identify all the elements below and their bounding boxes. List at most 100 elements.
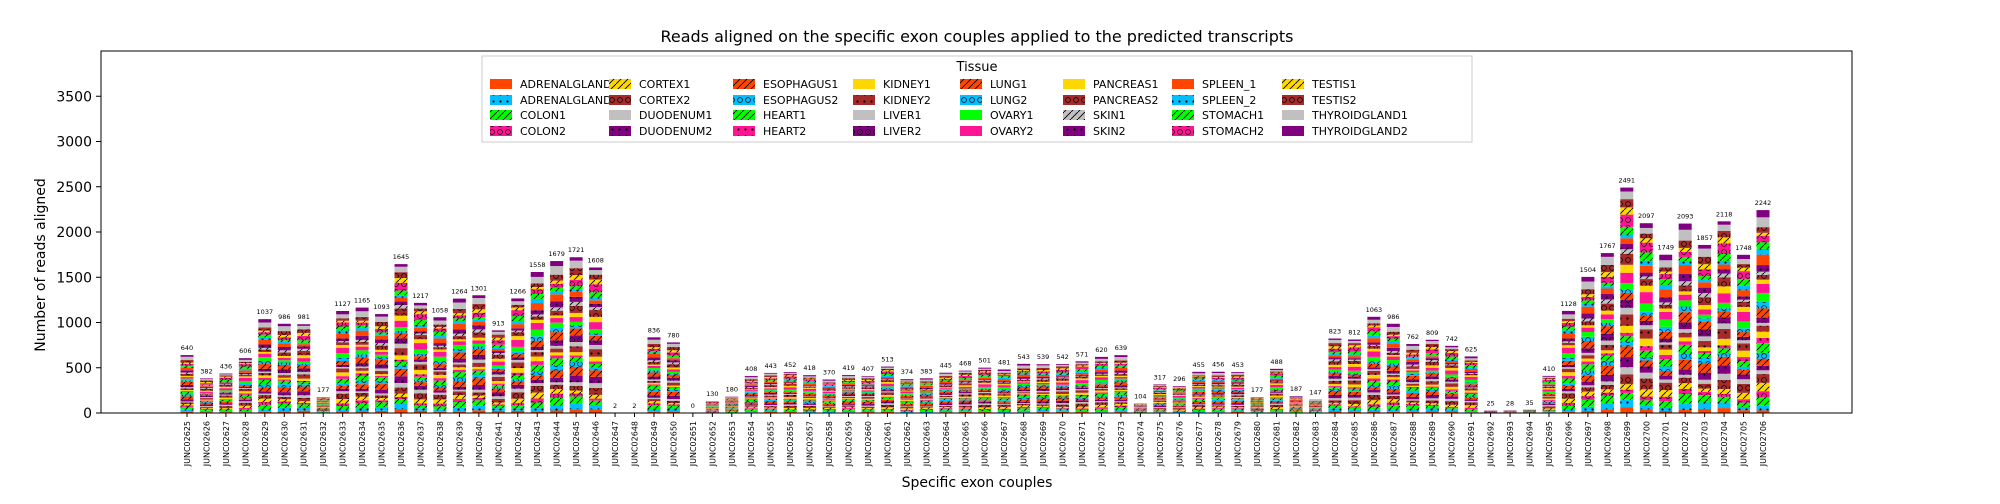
bar-segment-hatch xyxy=(1737,357,1750,361)
bar-segment-hatch xyxy=(278,363,291,365)
x-tick-label: JUNC02702 xyxy=(1681,421,1690,467)
bar-segment-hatch xyxy=(1542,404,1555,405)
bar-segment xyxy=(395,327,408,331)
bar-segment-hatch xyxy=(278,387,291,392)
bar-segment xyxy=(1679,295,1692,301)
bar-segment-hatch xyxy=(1251,398,1264,399)
bar-segment-hatch xyxy=(1037,397,1050,399)
bar-segment-hatch xyxy=(1231,375,1244,377)
bar-segment-hatch xyxy=(1231,410,1244,412)
bar-segment xyxy=(647,365,660,366)
bar-segment-hatch xyxy=(1465,372,1478,373)
bar-segment xyxy=(1698,409,1711,413)
bar-segment xyxy=(414,362,427,365)
bar-segment-hatch xyxy=(239,393,252,394)
bar-segment xyxy=(1426,371,1439,373)
bar-segment xyxy=(881,377,894,378)
bar-segment xyxy=(842,376,855,378)
bar-segment-hatch xyxy=(200,403,213,405)
bar-segment-hatch xyxy=(472,392,485,395)
bar-segment-hatch xyxy=(861,383,874,384)
bar-segment-hatch xyxy=(433,364,446,368)
bar-segment xyxy=(1620,273,1633,283)
bar-segment-hatch xyxy=(550,288,563,291)
bar-segment-hatch xyxy=(803,406,816,408)
x-tick-label: JUNC02692 xyxy=(1487,421,1496,467)
bar-segment xyxy=(1581,359,1594,362)
bar-segment-hatch xyxy=(1290,407,1303,408)
bar-segment-hatch xyxy=(433,395,446,400)
bar-segment-hatch xyxy=(1095,387,1108,388)
bar-segment-hatch xyxy=(764,384,777,385)
bar-segment-hatch xyxy=(297,382,310,384)
bar-segment-hatch xyxy=(297,333,310,336)
bar-segment-hatch xyxy=(1406,397,1419,399)
bar-segment xyxy=(453,345,466,349)
bar-segment-hatch xyxy=(861,393,874,394)
bar-segment-hatch xyxy=(1017,372,1030,373)
bar-segment xyxy=(706,406,719,407)
bar-segment-hatch xyxy=(1581,392,1594,396)
y-tick-label: 3000 xyxy=(56,135,92,151)
bar-segment-hatch xyxy=(1173,393,1186,394)
bar-segment-hatch xyxy=(219,402,232,404)
x-tick-label: JUNC02628 xyxy=(241,421,250,467)
bar-segment-hatch xyxy=(764,399,777,400)
bar-segment-hatch xyxy=(745,388,758,389)
bar-segment-hatch xyxy=(433,381,446,385)
bar-segment-hatch xyxy=(745,381,758,382)
bar-segment-hatch xyxy=(297,381,310,382)
bar-segment xyxy=(1114,377,1127,379)
bar-segment-hatch xyxy=(278,342,291,343)
bar-segment-hatch xyxy=(803,403,816,404)
bar-segment-hatch xyxy=(939,406,952,407)
bar-total-label: 539 xyxy=(1037,353,1049,361)
bar-segment xyxy=(881,368,894,369)
bar-segment-hatch xyxy=(1698,341,1711,347)
bar-segment xyxy=(1153,402,1166,403)
bar-segment-hatch xyxy=(472,369,485,371)
bar-segment-hatch xyxy=(1231,401,1244,403)
bar-segment-hatch xyxy=(375,398,388,400)
bar-segment-hatch xyxy=(1348,381,1361,385)
bar-segment-hatch xyxy=(1095,394,1108,397)
bar-segment-hatch xyxy=(900,403,913,404)
bar-segment-hatch xyxy=(1076,388,1089,389)
x-tick-label: JUNC02646 xyxy=(592,421,601,467)
bar-segment-hatch xyxy=(395,365,408,368)
bar-segment xyxy=(433,375,446,378)
bar-segment-hatch xyxy=(1465,397,1478,398)
bar-segment xyxy=(433,352,446,357)
bar-segment-hatch xyxy=(356,400,369,403)
bar-total-label: 809 xyxy=(1426,329,1438,337)
bar-segment-hatch xyxy=(842,385,855,386)
bar-segment xyxy=(1328,365,1341,367)
bar-segment xyxy=(1328,355,1341,357)
bar-segment-hatch xyxy=(1251,399,1264,400)
bar-segment-hatch xyxy=(939,383,952,384)
bar-segment-hatch xyxy=(998,403,1011,404)
bar-segment-hatch xyxy=(297,351,310,355)
bar-segment-hatch xyxy=(1426,400,1439,403)
bar-segment-hatch xyxy=(1290,412,1303,413)
bar-segment-hatch xyxy=(998,374,1011,375)
x-tick-label: JUNC02629 xyxy=(261,421,270,467)
bar-segment-hatch xyxy=(1270,392,1283,393)
bar-total-label: 180 xyxy=(726,386,738,394)
bar-segment-hatch xyxy=(219,399,232,400)
bar-total-label: 407 xyxy=(862,365,874,373)
bar-segment-hatch xyxy=(1757,343,1770,353)
bar-segment xyxy=(745,397,758,398)
bar-segment-hatch xyxy=(550,355,563,358)
bar-segment-hatch xyxy=(1076,385,1089,386)
bar-segment-hatch xyxy=(297,387,310,392)
x-tick-label: JUNC02690 xyxy=(1448,421,1457,467)
bar-segment-hatch xyxy=(998,383,1011,384)
bar-segment-hatch xyxy=(764,380,777,381)
bar-segment xyxy=(1406,382,1419,384)
bar-segment-hatch xyxy=(725,401,738,402)
bar-segment-hatch xyxy=(1542,383,1555,384)
bar-segment-hatch xyxy=(317,410,330,411)
bar-segment xyxy=(1620,191,1633,199)
